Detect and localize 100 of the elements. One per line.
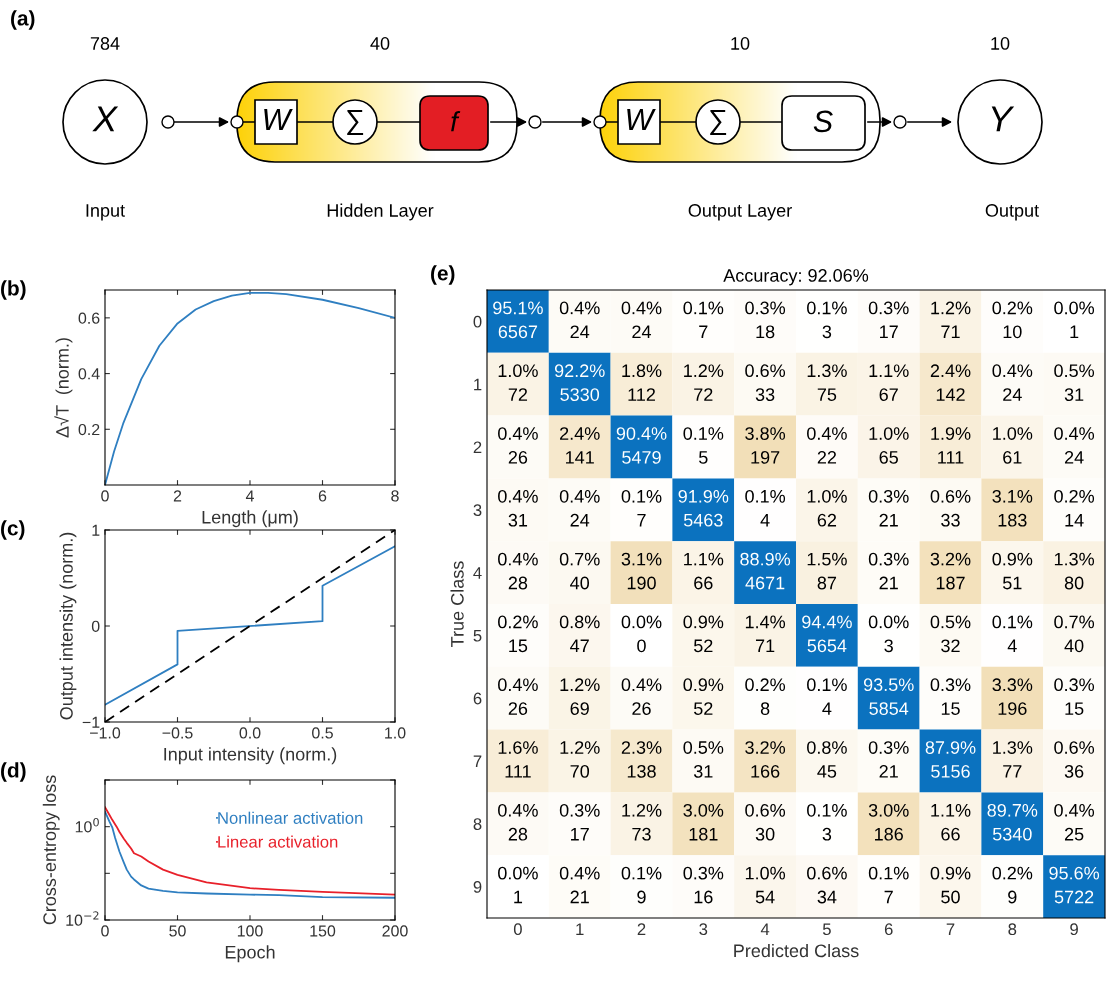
data-label: 5463: [683, 513, 723, 527]
data-label: 80: [1064, 576, 1084, 590]
text: Hidden Layer: [327, 203, 434, 221]
data-label: 24: [632, 325, 652, 338]
annotation: 1.2%: [684, 364, 724, 378]
data-label: 73: [632, 827, 651, 841]
data-label: 71: [941, 325, 960, 338]
annotation: 1.3%: [993, 741, 1033, 754]
y-tick-label: 8: [473, 818, 482, 830]
annotation: 1.2%: [560, 678, 600, 692]
annotation: 0.1%: [621, 489, 662, 503]
annotation: 0.5%: [683, 741, 724, 754]
y-tick-label: 0: [91, 620, 100, 632]
y-tick-label: 3: [473, 504, 482, 516]
annotation: 0.8%: [559, 615, 600, 629]
x-tick-label: 4: [245, 490, 254, 502]
data-label: 7: [637, 513, 646, 527]
data-label: 47: [570, 639, 589, 652]
text: (b): [1, 280, 26, 300]
data-label: 77: [1003, 765, 1022, 778]
y-tick-label: 10$^{−2}$: [66, 911, 99, 926]
annotation: 1.0%: [498, 364, 538, 378]
data-label: 15: [941, 702, 960, 715]
x-tick-label: 7: [946, 923, 955, 935]
text: 10: [991, 37, 1010, 50]
data-label: 5: [699, 451, 708, 464]
annotation: 0.3%: [868, 552, 909, 566]
annotation: 0.4%: [498, 427, 538, 440]
x-tick-label: 6: [318, 490, 327, 502]
annotation: 0.1%: [992, 615, 1033, 629]
x-tick-label: 2: [637, 923, 646, 935]
annotation: 0.2%: [992, 866, 1033, 880]
annotation: 92.2%: [554, 364, 605, 378]
annotation: 1.1%: [931, 804, 971, 817]
text: W: [627, 108, 656, 130]
y-tick-label: 9: [473, 881, 482, 893]
annotation: 0.4%: [559, 301, 600, 315]
y-tick-label: 10$^{0}$: [75, 817, 99, 833]
annotation: 0.1%: [807, 803, 847, 817]
data-label: 18: [756, 325, 775, 339]
text: W: [264, 108, 293, 130]
x-tick-label: 0: [101, 925, 109, 937]
annotation: 2.4%: [560, 427, 600, 440]
annotation: 3.2%: [930, 552, 971, 566]
annotation: 0.1%: [683, 301, 724, 315]
annotation: 0.6%: [745, 364, 786, 378]
annotation: 95.1%: [493, 301, 543, 315]
annotation: 3.2%: [745, 741, 786, 754]
y-tick-label: 0.4: [78, 368, 100, 380]
data-label: 183: [998, 513, 1027, 527]
annotation: 0.8%: [807, 741, 847, 754]
annotation: 0.3%: [868, 741, 909, 754]
x-tick-label: −1.0: [90, 727, 121, 739]
data-label: 5340: [992, 827, 1032, 841]
annotation: 0.6%: [745, 803, 786, 817]
data-label: 36: [1064, 764, 1084, 778]
data-label: 186: [875, 827, 903, 841]
data-label: 72: [694, 388, 713, 401]
annotation: 1.4%: [745, 615, 786, 629]
data-label: 9: [1008, 890, 1017, 904]
annotation: 90.4%: [616, 427, 667, 440]
data-label: 51: [1002, 576, 1022, 590]
data-label: 15: [509, 639, 528, 653]
annotation: 0.4%: [807, 427, 847, 440]
annotation: 0.3%: [868, 489, 909, 503]
y-tick-label: 0.2: [78, 423, 100, 436]
annotation: 0.3%: [1054, 678, 1095, 692]
text: (d): [1, 762, 26, 782]
annotation: 0.9%: [683, 615, 724, 629]
x-tick-label: 50: [169, 925, 186, 937]
data-label: 142: [936, 388, 965, 401]
data-label: 9: [637, 890, 646, 904]
data-label: 61: [1003, 450, 1022, 464]
annotation: 0.1%: [745, 489, 786, 503]
annotation: 1.0%: [745, 866, 786, 880]
data-label: 62: [817, 513, 837, 527]
annotation: 0.4%: [559, 866, 600, 880]
annotation: 2.3%: [621, 741, 662, 754]
data-label: 31: [508, 513, 528, 527]
data-label: 187: [936, 576, 965, 590]
line-series: [105, 545, 395, 706]
annotation: 0.0%: [868, 615, 909, 629]
data-label: 5479: [622, 450, 661, 464]
data-label: 72: [508, 388, 528, 401]
annotation: 0.4%: [992, 364, 1033, 378]
data-label: 21: [879, 764, 898, 778]
text: 40: [370, 37, 390, 50]
data-label: 33: [941, 513, 960, 527]
annotation: 0.2%: [745, 678, 786, 692]
data-label: 69: [570, 702, 589, 715]
annotation: 1.0%: [993, 427, 1033, 440]
data-label: 141: [566, 451, 594, 464]
x-tick-label: 0: [101, 490, 109, 502]
data-label: 45: [817, 765, 837, 778]
annotation: 1.9%: [931, 427, 971, 440]
data-label: 6567: [498, 325, 538, 339]
annotation: 93.5%: [863, 678, 914, 692]
annotation: 0.1%: [683, 427, 724, 440]
y-axis-title: Cross-entropy loss: [42, 775, 60, 925]
data-label: 65: [879, 450, 898, 464]
